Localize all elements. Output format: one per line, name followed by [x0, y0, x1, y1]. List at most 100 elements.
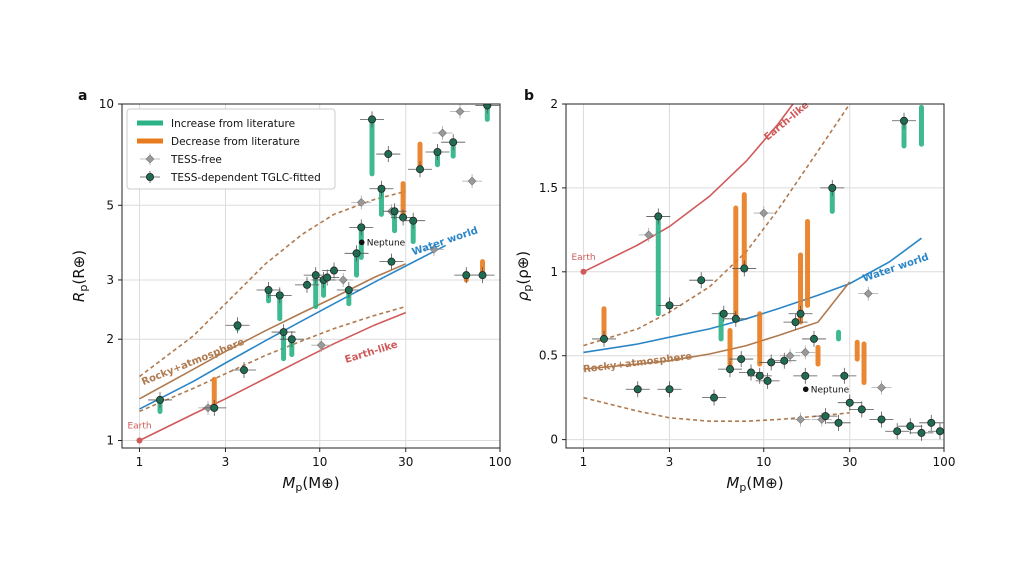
- x-tick-label: 10: [312, 455, 327, 469]
- curve-earth-like: [139, 311, 406, 442]
- legend-entry-label: TESS-free: [170, 154, 222, 166]
- tess-free-point: [356, 197, 366, 207]
- panel-label-b: b: [524, 88, 534, 104]
- tglc-point: [665, 301, 674, 310]
- tglc-point: [697, 276, 706, 285]
- tglc-point: [433, 148, 442, 157]
- tglc-point: [264, 286, 273, 295]
- tglc-point: [857, 405, 866, 414]
- x-tick-label: 1: [580, 455, 588, 469]
- tglc-point: [478, 271, 487, 280]
- tglc-point: [279, 328, 288, 337]
- tglc-point: [900, 116, 909, 125]
- tglc-point: [275, 291, 284, 300]
- tglc-point: [796, 309, 805, 318]
- tess-free-point: [467, 176, 477, 186]
- tglc-point: [600, 334, 609, 343]
- plot-area: [580, 104, 944, 441]
- tglc-point: [323, 273, 332, 282]
- x-tick-label: 100: [933, 455, 956, 469]
- tglc-point: [737, 355, 746, 364]
- tglc-point: [845, 398, 854, 407]
- y-tick-label: 2: [106, 332, 114, 346]
- tglc-point: [654, 212, 663, 221]
- curve-earth-like: [583, 104, 794, 273]
- tglc-point: [740, 264, 749, 273]
- legend-tglc-swatch: [145, 172, 154, 181]
- earth-label: Earth: [127, 422, 151, 432]
- panel-a-chart: Earth Neptune Earth-like Water world Rocky+a…: [70, 88, 511, 494]
- legend-tess-free-swatch: [145, 154, 155, 164]
- tglc-point: [731, 314, 740, 323]
- y-tick-label: 0: [550, 433, 558, 447]
- neptune-point: [358, 239, 365, 246]
- curve-label-earth-like: Earth-like: [762, 100, 811, 144]
- y-tick-label: 5: [106, 198, 114, 212]
- earth-point: [580, 268, 587, 275]
- tess-free-point: [796, 415, 805, 424]
- y-tick-label: 2: [550, 97, 558, 111]
- curve-label-rocky-atmosphere: Rocky+atmosphere: [582, 351, 692, 375]
- curve-rocky-dashed-lower: [583, 104, 851, 347]
- tess-free-point: [438, 128, 447, 138]
- x-tick-label: 10: [756, 455, 771, 469]
- tglc-point: [763, 376, 772, 385]
- tglc-point: [821, 412, 830, 421]
- tglc-point: [390, 207, 399, 216]
- tglc-point: [791, 318, 800, 327]
- legend-entry-label: TESS-dependent TGLC-fitted: [170, 172, 321, 184]
- y-tick-label: 1.5: [539, 181, 558, 195]
- x-tick-label: 1: [136, 455, 144, 469]
- plot-frame: [121, 103, 501, 449]
- tglc-point: [387, 257, 396, 266]
- x-tick-label: 100: [489, 455, 512, 469]
- tglc-point: [311, 271, 320, 280]
- neptune-point: [802, 386, 809, 393]
- tess-free-point: [316, 340, 326, 350]
- tglc-point: [368, 115, 377, 124]
- tglc-point: [840, 371, 849, 380]
- neptune-label: Neptune: [811, 385, 850, 395]
- tglc-point: [767, 358, 776, 367]
- tglc-point: [344, 286, 353, 295]
- plot-frame: [565, 103, 945, 449]
- tess-free-point: [759, 208, 769, 218]
- y-axis-label: Rp(R⊕): [70, 250, 90, 302]
- tglc-point: [462, 271, 471, 280]
- tglc-point: [877, 415, 886, 424]
- tglc-point: [287, 335, 296, 344]
- tglc-point: [893, 427, 902, 436]
- tglc-point: [449, 138, 458, 147]
- tglc-point: [352, 249, 361, 258]
- curve-label-rocky-atmosphere: Rocky+atmosphere: [140, 337, 246, 388]
- curve-label-water-world: Water world: [411, 225, 480, 258]
- x-tick-label: 3: [666, 455, 674, 469]
- tglc-point: [726, 365, 735, 374]
- neptune-label: Neptune: [367, 238, 406, 248]
- tglc-point: [156, 395, 165, 404]
- y-tick-label: 0.5: [539, 349, 558, 363]
- tglc-point: [210, 403, 219, 412]
- curve-label-earth-like: Earth-like: [344, 339, 400, 366]
- tess-free-point: [455, 107, 465, 116]
- tglc-point: [747, 368, 756, 377]
- tglc-point: [483, 104, 492, 110]
- tglc-point: [399, 213, 408, 222]
- tglc-point: [809, 334, 818, 343]
- tess-free-point: [800, 347, 810, 357]
- tglc-point: [719, 309, 728, 318]
- tglc-point: [755, 371, 764, 380]
- tglc-point: [377, 184, 386, 193]
- earth-label: Earth: [571, 253, 595, 263]
- y-tick-label: 1: [550, 265, 558, 279]
- tess-free-point: [338, 275, 348, 285]
- tglc-point: [665, 385, 674, 394]
- x-tick-label: 3: [222, 455, 230, 469]
- earth-point: [136, 437, 143, 444]
- tess-free-point: [863, 289, 873, 299]
- curve-rocky-dashed-upper: [583, 396, 850, 423]
- tglc-point: [710, 393, 719, 402]
- legend-box: [126, 108, 336, 190]
- tglc-point: [927, 418, 936, 427]
